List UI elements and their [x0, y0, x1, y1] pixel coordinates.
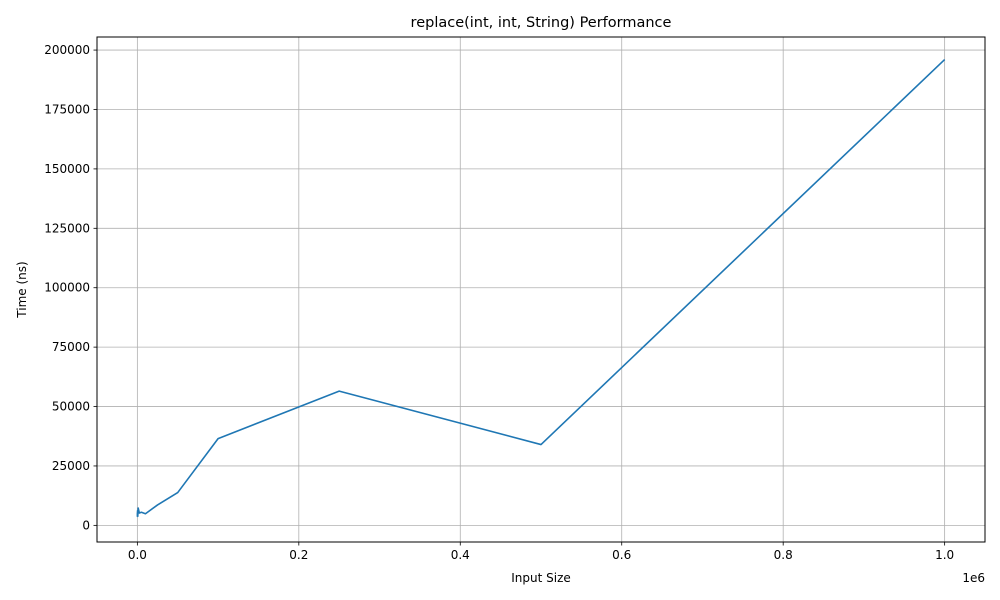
- chart-title: replace(int, int, String) Performance: [411, 15, 672, 31]
- y-tick-label: 75000: [52, 340, 90, 354]
- y-tick-label: 175000: [44, 102, 90, 116]
- y-tick-label: 0: [82, 518, 90, 532]
- tick-marks: [93, 49, 946, 546]
- y-tick-label: 125000: [44, 221, 90, 235]
- series-layer: [136, 59, 946, 518]
- plot-frame: [96, 36, 986, 543]
- x-tick-label: 0.8: [774, 548, 793, 562]
- x-tick-label: 0.4: [451, 548, 470, 562]
- x-tick-label: 1.0: [935, 548, 954, 562]
- y-tick-label: 50000: [52, 400, 90, 414]
- y-tick-label: 200000: [44, 43, 90, 57]
- x-axis-label: Input Size: [511, 571, 571, 585]
- y-axis-label: Time (ns): [15, 261, 29, 318]
- x-tick-label: 0.6: [612, 548, 631, 562]
- x-tick-label: 0.0: [128, 548, 147, 562]
- grid-lines: [97, 37, 985, 542]
- x-tick-label: 0.2: [289, 548, 308, 562]
- x-axis-offset-text: 1e6: [962, 571, 985, 585]
- y-tick-label: 100000: [44, 281, 90, 295]
- y-tick-label: 150000: [44, 162, 90, 176]
- series-line-0: [136, 59, 946, 518]
- y-tick-label: 25000: [52, 459, 90, 473]
